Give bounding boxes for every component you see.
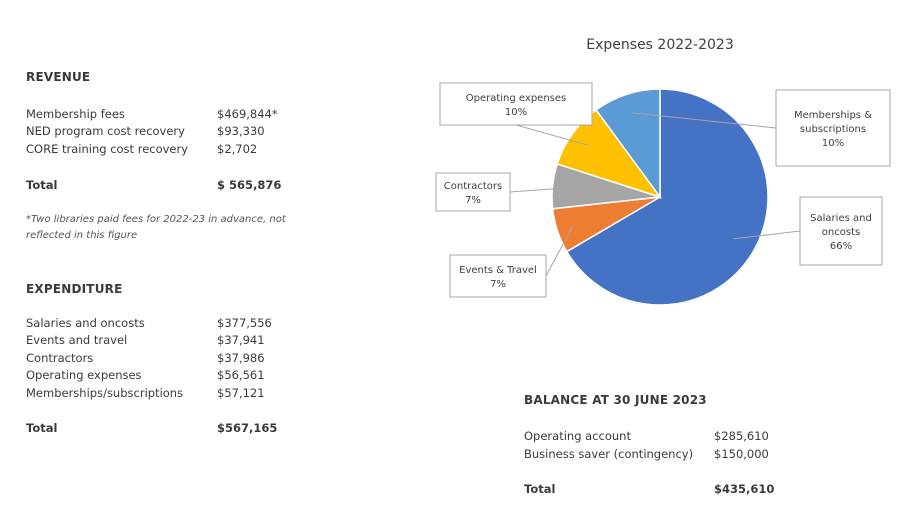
expenditure-item-value: $377,556 — [217, 316, 272, 330]
pie-slice — [595, 88, 661, 200]
slice-percent-label: 7% — [465, 195, 481, 206]
pie-slices — [551, 88, 769, 306]
expenditure-item-label: Operating expenses — [26, 368, 142, 382]
revenue-heading: REVENUE — [26, 70, 91, 84]
slice-name-label: Memberships & — [794, 110, 872, 121]
expenditure-item-label: Memberships/subscriptions — [26, 386, 184, 400]
slice-name-label: Salaries and — [810, 213, 872, 224]
revenue-total-label: Total — [26, 178, 58, 192]
expenditure-item-label: Salaries and oncosts — [26, 316, 145, 330]
revenue-item-value: $93,330 — [217, 124, 265, 138]
expenditure-total-label: Total — [26, 421, 58, 435]
expenditure-item-value: $56,561 — [217, 368, 265, 382]
revenue-item-label: CORE training cost recovery — [26, 142, 189, 156]
slice-name-label: Operating expenses — [466, 93, 566, 104]
callout-box — [449, 254, 547, 298]
balance-item-value: $150,000 — [714, 447, 769, 461]
slice-percent-label: 10% — [822, 138, 844, 149]
expenditure-total-value: $567,165 — [217, 421, 278, 435]
balance-item-label: Operating account — [524, 429, 631, 443]
callout-leader-line — [509, 187, 569, 193]
balance-item-label: Business saver (contingency) — [524, 447, 694, 461]
revenue-item-label: Membership fees — [26, 107, 125, 121]
slice-name-label: oncosts — [822, 227, 860, 238]
revenue-item-label: NED program cost recovery — [26, 124, 185, 138]
callout-leader-line — [733, 230, 801, 240]
expenditure-table: Salaries and oncosts $377,556 Events and… — [26, 316, 326, 406]
balance-heading: BALANCE AT 30 JUNE 2023 — [524, 393, 707, 407]
callout-leader-line — [632, 112, 777, 129]
slice-percent-label: 7% — [490, 279, 506, 290]
revenue-footnote: *Two libraries paid fees for 2022-23 in … — [26, 214, 286, 241]
expenditure-item-value: $57,121 — [217, 386, 265, 400]
slice-name-label: Contractors — [444, 181, 502, 192]
pie-callouts: Salaries and oncosts 66% Events & Travel 7% C… — [435, 82, 891, 298]
expenditure-heading: EXPENDITURE — [26, 282, 123, 296]
pie-slice — [565, 88, 769, 306]
expenditure-item-value: $37,941 — [217, 333, 265, 347]
slice-name-label: subscriptions — [800, 124, 866, 135]
slice-percent-label: 10% — [505, 107, 527, 118]
balance-item-value: $285,610 — [714, 429, 769, 443]
callout-box — [435, 172, 511, 212]
callout-box — [439, 82, 593, 126]
expenses-pie-chart: Expenses 2022-2023 Salaries and oncosts 66… — [435, 37, 891, 306]
balance-total-value: $435,610 — [714, 482, 775, 496]
revenue-item-value: $2,702 — [217, 142, 258, 156]
balance-table: Operating account $285,610 Business save… — [524, 429, 824, 469]
slice-percent-label: 66% — [830, 241, 852, 252]
revenue-total-value: $ 565,876 — [217, 178, 282, 192]
callout-box — [799, 196, 883, 266]
revenue-table: Membership fees $469,844* NED program co… — [26, 107, 326, 167]
expenditure-item-label: Events and travel — [26, 333, 128, 347]
balance-total-label: Total — [524, 482, 556, 496]
chart-title: Expenses 2022-2023 — [586, 37, 733, 53]
revenue-item-value: $469,844* — [217, 107, 278, 121]
slice-name-label: Events & Travel — [459, 265, 537, 276]
expenditure-item-value: $37,986 — [217, 351, 265, 365]
callout-box — [775, 89, 891, 167]
expenditure-item-label: Contractors — [26, 351, 94, 365]
callout-leader-line — [515, 124, 589, 146]
callout-leader-line — [545, 225, 574, 277]
